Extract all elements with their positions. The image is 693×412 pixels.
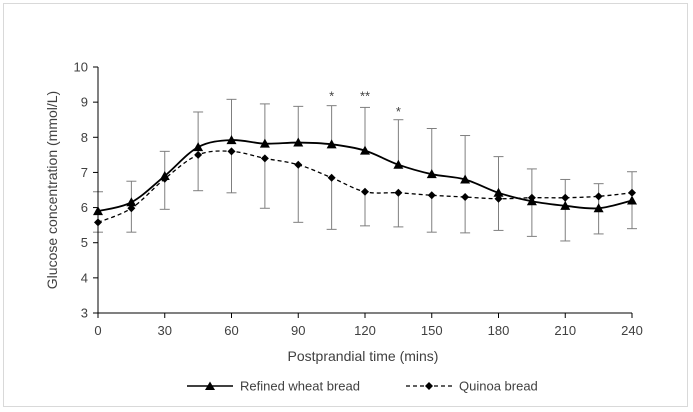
x-tick-label: 180 — [488, 323, 510, 338]
data-point-wheat — [126, 197, 137, 207]
legend-marker-quinoa — [425, 382, 433, 390]
legend: Refined wheat bread Quinoa bread — [187, 379, 538, 394]
data-point-quinoa — [461, 193, 470, 202]
y-tick-label: 6 — [81, 200, 88, 215]
legend-label-quinoa: Quinoa bread — [459, 379, 538, 394]
y-tick-label: 8 — [81, 130, 88, 145]
y-tick-label: 5 — [81, 235, 88, 250]
x-tick-label: 90 — [291, 323, 305, 338]
x-tick-label: 0 — [94, 323, 101, 338]
data-point-wheat — [460, 174, 471, 184]
data-point-wheat — [259, 138, 270, 148]
series-markers — [93, 135, 637, 227]
y-tick-label: 9 — [81, 95, 88, 110]
data-point-quinoa — [294, 160, 303, 169]
legend-label-wheat: Refined wheat bread — [240, 379, 360, 394]
y-tick-label: 7 — [81, 165, 88, 180]
chart-frame — [3, 3, 688, 407]
x-tick-label: 150 — [421, 323, 443, 338]
data-point-wheat — [226, 135, 237, 145]
x-tick-label: 60 — [224, 323, 238, 338]
y-tick-label: 10 — [74, 60, 88, 75]
y-tick-label: 3 — [81, 306, 88, 321]
x-tick-label: 30 — [158, 323, 172, 338]
data-point-quinoa — [494, 194, 503, 203]
legend-marker-wheat — [205, 381, 215, 390]
data-point-quinoa — [561, 193, 570, 202]
data-point-quinoa — [227, 147, 236, 156]
data-point-wheat — [426, 169, 437, 179]
x-axis-title: Postprandial time (mins) — [288, 348, 439, 364]
significance-annotations: * *** — [329, 88, 401, 119]
data-point-quinoa — [527, 193, 536, 202]
data-point-wheat — [627, 195, 637, 205]
y-axis-title: Glucose concentration (mmol/L) — [44, 91, 60, 289]
data-point-wheat — [193, 142, 204, 152]
x-tick-label: 210 — [554, 323, 576, 338]
data-point-quinoa — [361, 187, 369, 196]
significance-marker: ** — [360, 88, 370, 103]
data-point-wheat — [593, 203, 604, 213]
data-point-quinoa — [160, 174, 169, 183]
data-point-quinoa — [427, 191, 436, 200]
data-point-quinoa — [394, 188, 403, 197]
data-point-quinoa — [628, 188, 636, 197]
significance-marker: * — [329, 88, 334, 103]
data-point-quinoa — [327, 173, 336, 182]
x-tick-label: 240 — [621, 323, 643, 338]
x-tick-label: 120 — [354, 323, 376, 338]
data-point-wheat — [293, 137, 304, 147]
data-point-wheat — [493, 187, 504, 197]
data-point-quinoa — [260, 154, 269, 163]
data-point-quinoa — [127, 204, 136, 213]
data-point-wheat — [560, 200, 571, 210]
data-point-wheat — [360, 145, 370, 155]
data-point-wheat — [326, 139, 337, 149]
y-tick-label: 4 — [81, 270, 88, 285]
axes: 3 4 5 6 7 8 9 10 0 30 60 90 120 150 180 210 240 — [74, 60, 643, 339]
significance-marker: * — [396, 104, 401, 119]
data-point-quinoa — [194, 150, 203, 159]
data-point-wheat — [393, 159, 404, 169]
data-point-quinoa — [594, 192, 603, 201]
